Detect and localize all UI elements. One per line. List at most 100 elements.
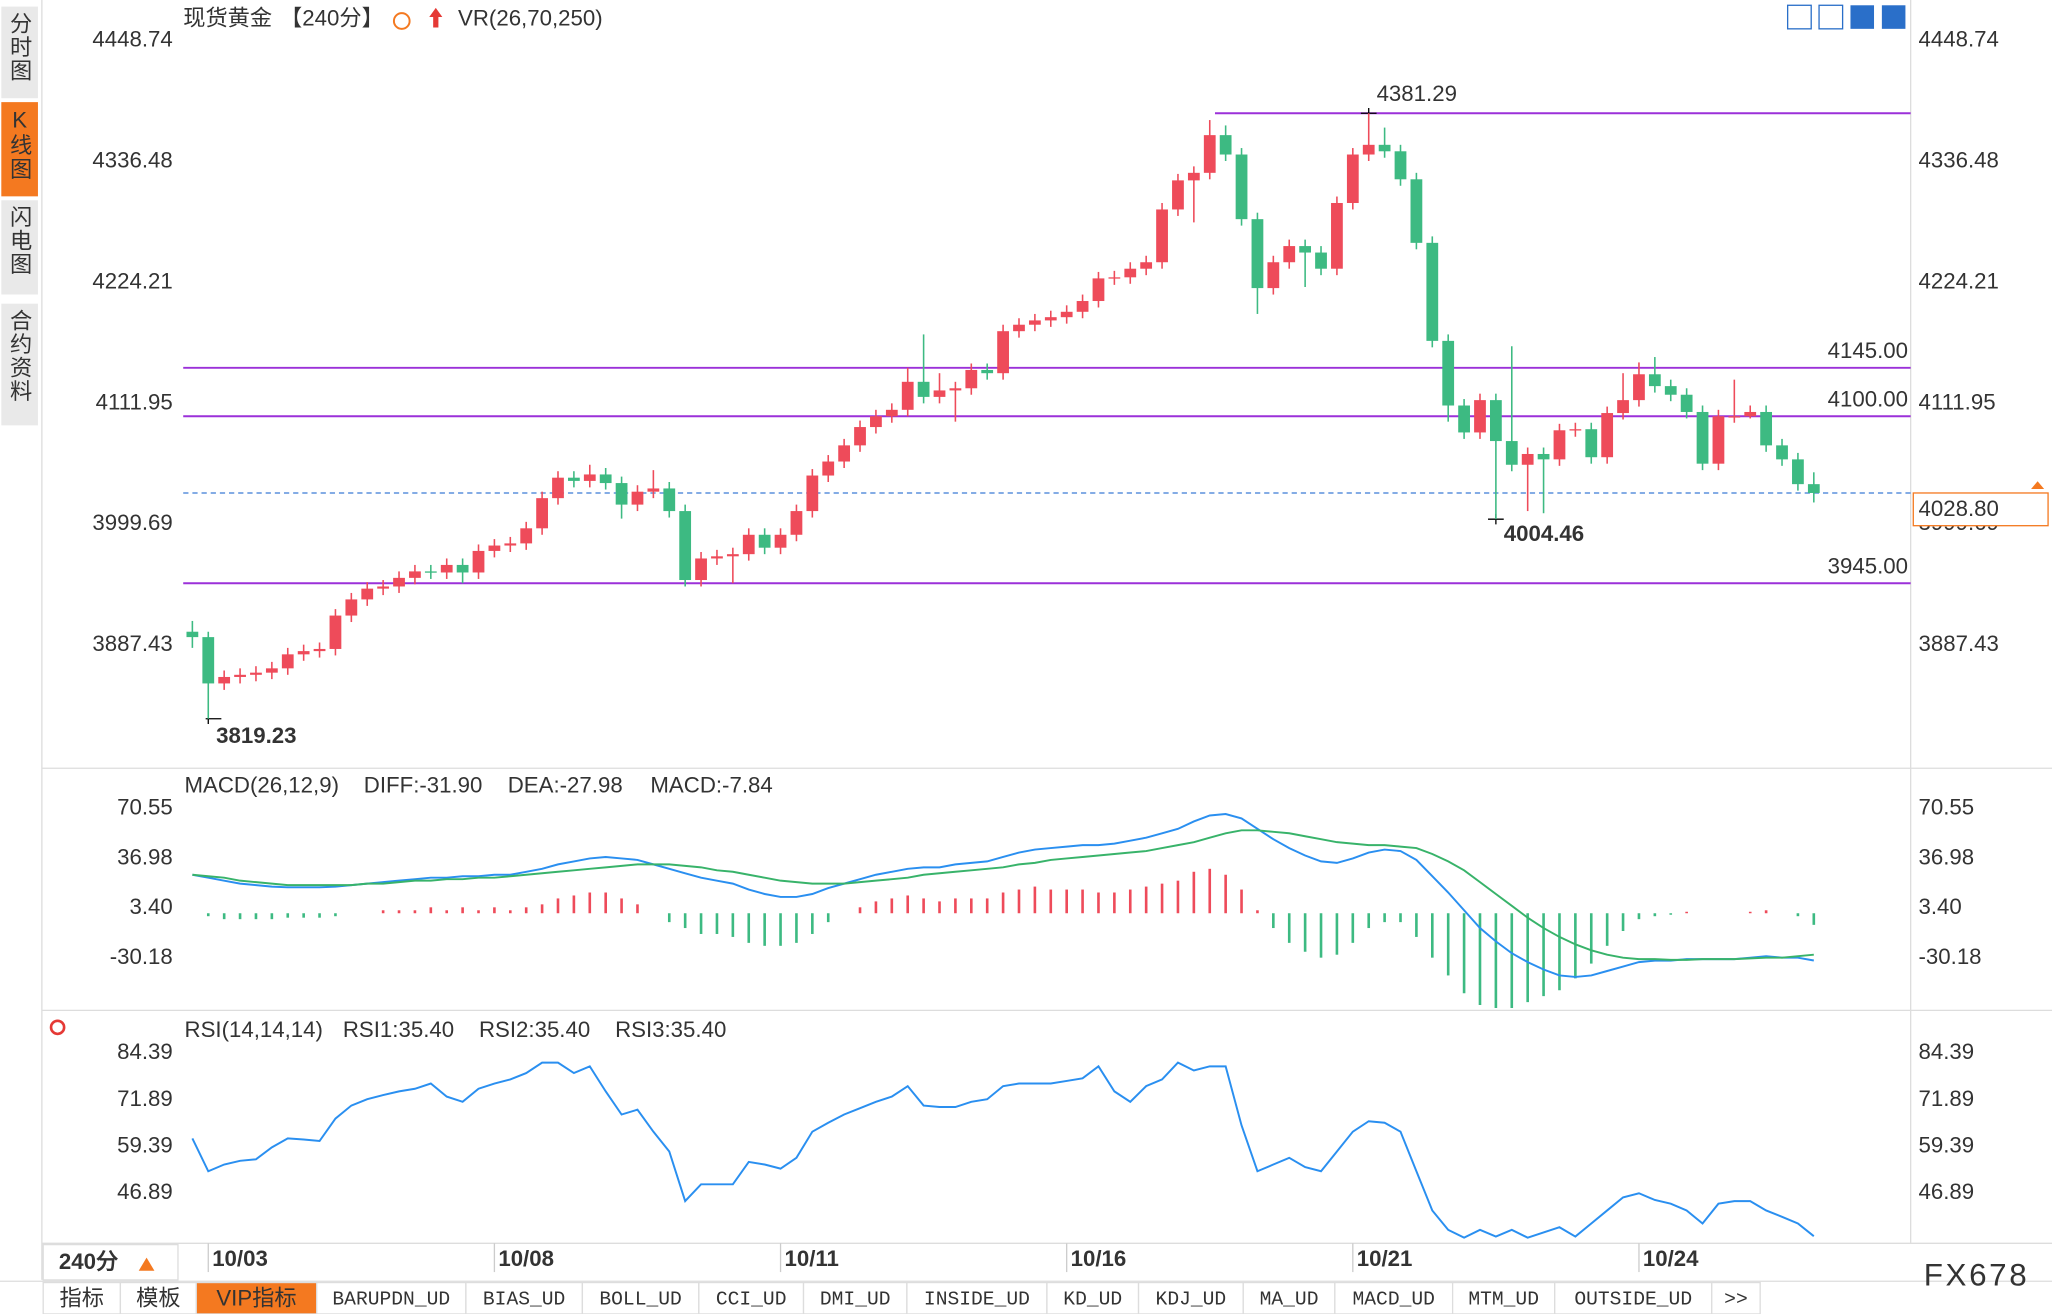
candle-body	[472, 550, 485, 573]
candle-body	[822, 461, 835, 476]
tab-label[interactable]: KD_UD	[1063, 1289, 1122, 1311]
toolbar-icons[interactable]	[1786, 4, 1906, 30]
candle-body	[1617, 400, 1629, 414]
tab-label[interactable]: BARUPDN_UD	[332, 1289, 450, 1311]
tab[interactable]	[1554, 1281, 1713, 1314]
candle-body	[488, 545, 501, 551]
candle-body	[313, 648, 326, 652]
y-tick-label: 4111.95	[96, 389, 173, 414]
tab[interactable]	[316, 1281, 467, 1314]
icon[interactable]	[1786, 4, 1812, 30]
tab-label[interactable]: 指标	[60, 1285, 104, 1310]
candle-body	[297, 651, 310, 655]
y-tick-label: 71.89	[117, 1086, 173, 1111]
tab[interactable]	[1334, 1281, 1454, 1314]
candle-body	[1807, 484, 1820, 493]
candle-body	[440, 564, 453, 573]
icon[interactable]	[1881, 5, 1906, 29]
sidebar-tab-label[interactable]: 合约资料	[7, 308, 32, 403]
tab-label[interactable]: BIAS_UD	[483, 1289, 565, 1311]
y-tick-label: 36.98	[117, 844, 173, 869]
settings-icon[interactable]	[49, 1019, 66, 1036]
candle-body	[1346, 154, 1359, 203]
y-tick-label: 84.39	[117, 1039, 173, 1064]
candle-body	[981, 369, 994, 374]
sidebar-tab-label[interactable]: 闪电图	[7, 205, 32, 276]
candle-body	[695, 558, 707, 581]
icon[interactable]	[1818, 4, 1844, 30]
candle-body	[1394, 151, 1407, 180]
candle-body	[1585, 429, 1598, 458]
y-tick-label: -30.18	[1919, 944, 1982, 969]
y-tick-label: 4224.21	[1919, 268, 1999, 293]
y-tick-label: 4111.95	[1919, 389, 1996, 414]
tab-label[interactable]: OUTSIDE_UD	[1574, 1289, 1692, 1311]
sidebar-tab[interactable]	[1, 200, 38, 295]
tab-label[interactable]: KDJ_UD	[1156, 1289, 1227, 1311]
candle-body	[202, 637, 215, 684]
period-button[interactable]	[42, 1243, 179, 1281]
candle-body	[1712, 416, 1725, 464]
last-price-box	[1912, 492, 2049, 527]
sidebar-tab-label[interactable]: K线图	[7, 107, 32, 180]
candle-body	[1172, 180, 1184, 210]
tab[interactable]	[1242, 1281, 1336, 1314]
legend-entry: RSI1:35.40	[343, 1017, 454, 1042]
y-tick-label: 36.98	[1919, 844, 1975, 869]
candle-body	[1203, 135, 1216, 173]
tab-label[interactable]: MACD_UD	[1353, 1289, 1435, 1311]
level-label: 4145.00	[1828, 338, 1908, 363]
level-label: 4100.00	[1828, 386, 1908, 411]
candle-body	[520, 528, 533, 544]
tab-label[interactable]: MA_UD	[1260, 1289, 1319, 1311]
candle-body	[790, 511, 803, 535]
y-tick-label: 3999.69	[92, 510, 172, 535]
y-tick-label: 4448.74	[1919, 26, 1999, 51]
x-tick-label: 10/21	[1357, 1246, 1413, 1271]
tab-label[interactable]: BOLL_UD	[599, 1289, 681, 1311]
y-tick-label: 59.39	[1919, 1133, 1975, 1158]
candle-body	[1140, 262, 1153, 269]
candle-body	[949, 388, 962, 391]
watermark: FX678	[1924, 1258, 2030, 1293]
tab-label[interactable]: INSIDE_UD	[924, 1289, 1030, 1311]
tab[interactable]	[906, 1281, 1048, 1314]
y-tick-label: 46.89	[117, 1179, 173, 1204]
sidebar-tab[interactable]	[1, 6, 38, 99]
y-tick-label: 46.89	[1919, 1179, 1975, 1204]
period-button-label[interactable]: 240分	[59, 1249, 119, 1274]
candle-body	[1458, 405, 1470, 433]
icon[interactable]	[1850, 5, 1875, 29]
tab[interactable]	[698, 1281, 805, 1314]
legend-entry: DEA:-27.98	[508, 772, 623, 797]
tab-label[interactable]: 模板	[136, 1285, 180, 1310]
y-tick-label: 4224.21	[92, 268, 172, 293]
candle-body	[1283, 246, 1296, 263]
tab[interactable]	[195, 1281, 318, 1314]
candle-body	[870, 416, 882, 428]
legend-entry: RSI3:35.40	[615, 1017, 726, 1042]
candle-body	[647, 488, 660, 492]
sidebar-tab-label[interactable]: 分时图	[7, 11, 32, 82]
candle-body	[1426, 242, 1439, 341]
tab-label[interactable]: MTM_UD	[1468, 1289, 1539, 1311]
add-icon[interactable]	[392, 12, 411, 30]
candle-body	[536, 498, 548, 529]
tab-label[interactable]: DMI_UD	[820, 1289, 891, 1311]
candle-body	[1537, 453, 1550, 460]
tab-label[interactable]: VIP指标	[216, 1285, 296, 1310]
tab-label[interactable]: >>	[1724, 1289, 1748, 1311]
candle-body	[218, 676, 231, 684]
candle-body	[1219, 135, 1232, 155]
sidebar-tab[interactable]	[1, 102, 38, 197]
y-tick-label: 59.39	[117, 1133, 173, 1158]
tab-label[interactable]: CCI_UD	[716, 1289, 787, 1311]
sidebar-tab[interactable]	[1, 303, 38, 426]
candle-body	[1013, 324, 1025, 332]
tab[interactable]	[1711, 1281, 1761, 1314]
level-label: 3945.00	[1828, 553, 1908, 578]
candle-body	[885, 409, 898, 417]
tab[interactable]	[119, 1281, 197, 1314]
